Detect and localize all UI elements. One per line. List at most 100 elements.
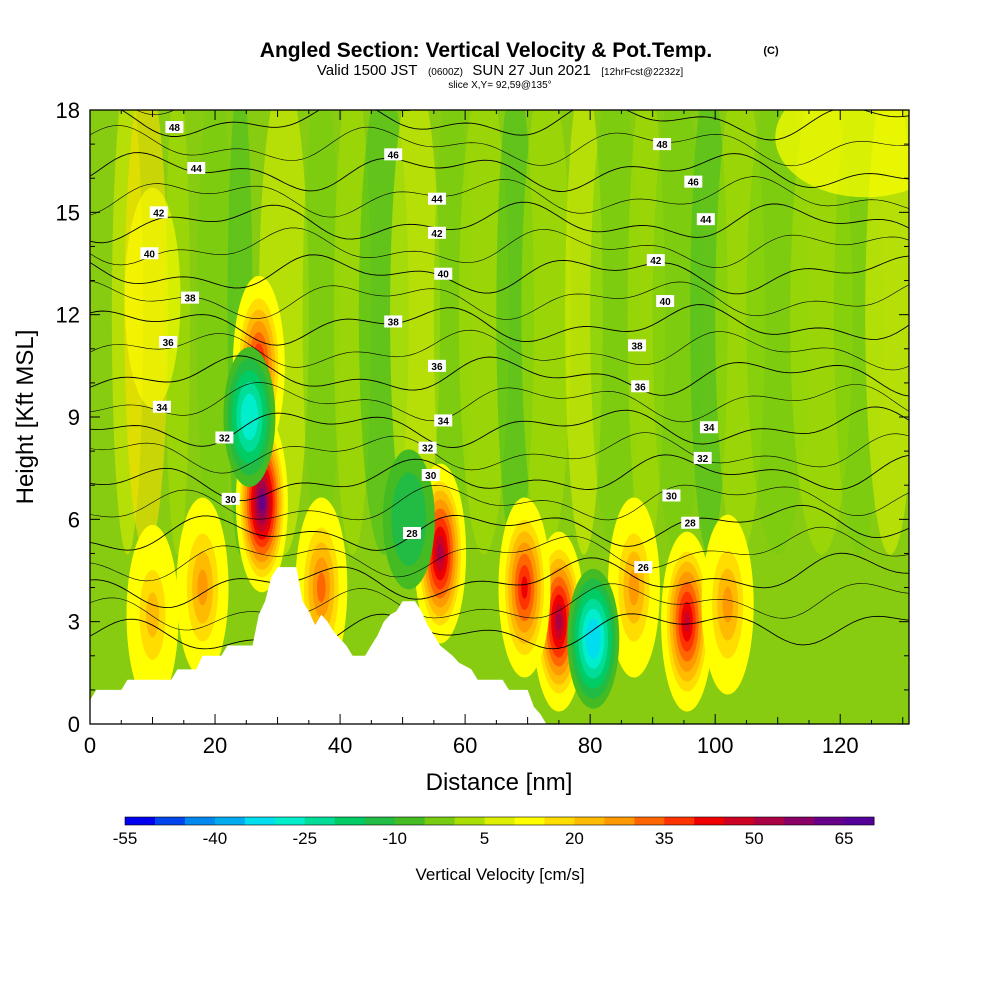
colorbar-swatch xyxy=(574,817,605,825)
updraft-cell xyxy=(722,586,733,623)
theta-labels: 48 44 42 40 38 36 34 32 30 46 44 42 40 38 36 34 32 30 28 48… xyxy=(140,121,718,574)
theta-label-bg xyxy=(699,421,718,434)
updraft-cell xyxy=(521,576,528,599)
downdraft-cell xyxy=(245,405,254,429)
x-tick-label: 120 xyxy=(822,733,859,758)
theta-label: 32 xyxy=(422,444,434,455)
theta-label-bg xyxy=(693,451,712,464)
theta-contour xyxy=(120,110,909,141)
theta-label: 30 xyxy=(225,495,237,506)
theta-label: 28 xyxy=(685,519,697,530)
chart-subtitle: Valid 1500 JST (0600Z) SUN 27 Jun 2021 [… xyxy=(317,62,683,79)
theta-contour xyxy=(90,125,909,167)
theta-contours xyxy=(90,110,909,650)
velocity-streak xyxy=(302,110,341,555)
theta-label: 38 xyxy=(388,317,400,328)
theta-contour xyxy=(90,176,909,218)
theta-label: 36 xyxy=(431,362,443,373)
theta-label-bg xyxy=(418,441,437,454)
theta-contour xyxy=(90,526,909,582)
theta-label-bg xyxy=(402,526,421,539)
x-tick-label: 60 xyxy=(453,733,477,758)
terrain-mask xyxy=(90,567,547,724)
theta-label: 34 xyxy=(703,423,715,434)
theta-label-bg xyxy=(696,213,715,226)
theta-contour xyxy=(90,152,909,192)
colorbar-frame xyxy=(124,816,875,826)
colorbar-swatch xyxy=(244,817,276,825)
y-tick-label: 18 xyxy=(56,98,80,123)
colorbar-swatch xyxy=(694,817,725,825)
theta-label: 38 xyxy=(631,341,643,352)
velocity-streak xyxy=(590,110,641,555)
velocity-streak xyxy=(521,110,572,555)
theta-contour xyxy=(90,484,909,521)
x-axis-label: Distance [nm] xyxy=(426,769,573,796)
colorbar-tick-label: 20 xyxy=(565,829,584,848)
colorbar-swatch xyxy=(664,817,695,825)
colorbar-swatch xyxy=(274,817,306,825)
theta-label-bg xyxy=(165,121,184,134)
y-tick-label: 0 xyxy=(68,712,80,737)
theta-label-bg xyxy=(681,516,700,529)
theta-label-bg xyxy=(631,380,650,393)
theta-label-bg xyxy=(662,489,681,502)
y-tick-label: 15 xyxy=(56,200,80,225)
y-tick-label: 12 xyxy=(56,303,80,328)
theta-label-bg xyxy=(628,339,647,352)
theta-label-bg xyxy=(434,267,453,280)
colorbar-tick-label: -10 xyxy=(382,829,407,848)
velocity-streak xyxy=(458,110,509,555)
theta-label: 42 xyxy=(153,208,165,219)
y-axis-label: Height [Kft MSL] xyxy=(12,330,39,505)
colorbar-swatch xyxy=(304,817,336,825)
valid-date: SUN 27 Jun 2021 xyxy=(472,62,590,79)
colorbar-swatch xyxy=(454,817,486,825)
forecast-info: [12hrFcst@2232z] xyxy=(601,67,683,78)
colorbar-tick-label: 35 xyxy=(655,829,674,848)
colorbar-swatch xyxy=(814,817,845,825)
colorbar-tick-label: 5 xyxy=(480,829,489,848)
copyright-mark: (C) xyxy=(763,45,779,57)
theta-label-bg xyxy=(149,206,168,219)
colorbar-tick-label: -55 xyxy=(113,829,138,848)
theta-contour xyxy=(90,504,909,551)
theta-label: 30 xyxy=(666,491,678,502)
theta-contour xyxy=(90,552,909,609)
colorbar-label: Vertical Velocity [cm/s] xyxy=(415,865,584,884)
theta-label-bg xyxy=(684,175,703,188)
theta-label: 40 xyxy=(438,270,450,281)
colorbar-swatch xyxy=(784,817,815,825)
downdraft-cell xyxy=(589,628,597,649)
theta-label: 46 xyxy=(388,150,400,161)
x-tick-label: 20 xyxy=(203,733,227,758)
colorbar-ticks: -55 -40 -25 -10 5 20 35 50 65 xyxy=(113,829,854,848)
velocity-field xyxy=(111,110,909,712)
theta-label: 42 xyxy=(431,229,443,240)
theta-label-bg xyxy=(384,315,403,328)
theta-label-bg xyxy=(634,561,653,574)
theta-label: 40 xyxy=(144,249,156,260)
colorbar-swatch xyxy=(544,817,575,825)
theta-contour xyxy=(90,432,909,474)
theta-label: 30 xyxy=(425,471,437,482)
updraft-cell xyxy=(197,569,208,606)
colorbar-swatch xyxy=(514,817,545,825)
x-tick-label: 80 xyxy=(578,733,602,758)
theta-label-bg xyxy=(653,138,672,151)
updraft-cell xyxy=(316,572,326,603)
theta-label-bg xyxy=(215,431,234,444)
theta-label-bg xyxy=(187,161,206,174)
theta-label: 32 xyxy=(697,454,709,465)
colorbar-tick-label: 50 xyxy=(745,829,764,848)
theta-label-bg xyxy=(140,247,159,260)
colorbar-swatch xyxy=(844,817,875,825)
theta-label: 48 xyxy=(656,140,668,151)
theta-label: 46 xyxy=(688,178,700,189)
colorbar-swatch xyxy=(724,817,755,825)
theta-label: 48 xyxy=(169,123,181,134)
velocity-streak xyxy=(775,110,909,198)
colorbar-swatch xyxy=(334,817,366,825)
